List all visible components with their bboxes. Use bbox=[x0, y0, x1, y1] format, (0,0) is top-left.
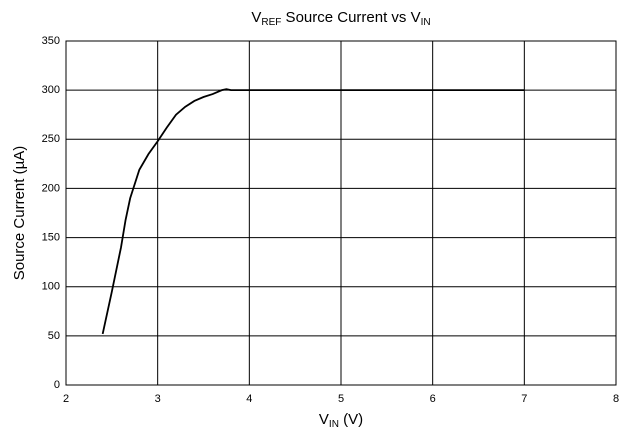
line-series bbox=[101, 88, 525, 335]
y-tick-label: 300 bbox=[42, 84, 60, 96]
y-tick-label: 250 bbox=[42, 133, 60, 145]
x-tick-label: 4 bbox=[246, 393, 252, 405]
y-tick-label: 350 bbox=[42, 35, 60, 47]
title-part: V bbox=[251, 9, 261, 26]
title-part: IN bbox=[421, 17, 431, 28]
x-tick-label: 5 bbox=[338, 393, 344, 405]
xlabel-part: (V) bbox=[339, 411, 363, 428]
y-tick-label: 0 bbox=[54, 379, 60, 391]
y-axis-label: Source Current (µA) bbox=[11, 146, 28, 281]
x-tick-label: 7 bbox=[521, 393, 527, 405]
x-tick-label: 8 bbox=[613, 393, 619, 405]
x-tick-label: 6 bbox=[430, 393, 436, 405]
x-tick-label: 3 bbox=[155, 393, 161, 405]
y-tick-label: 50 bbox=[48, 330, 60, 342]
chart-title: VREF Source Current vs VIN bbox=[251, 9, 430, 28]
y-tick-label: 150 bbox=[42, 231, 60, 243]
y-tick-label: 200 bbox=[42, 182, 60, 194]
x-axis-label: VIN (V) bbox=[319, 411, 363, 430]
xlabel-part: V bbox=[319, 411, 329, 428]
plot-border bbox=[65, 40, 617, 386]
y-tick-label: 100 bbox=[42, 281, 60, 293]
title-part: Source Current vs V bbox=[281, 9, 420, 26]
xlabel-part: IN bbox=[329, 419, 339, 430]
x-tick-label: 2 bbox=[63, 393, 69, 405]
title-part: REF bbox=[261, 17, 281, 28]
